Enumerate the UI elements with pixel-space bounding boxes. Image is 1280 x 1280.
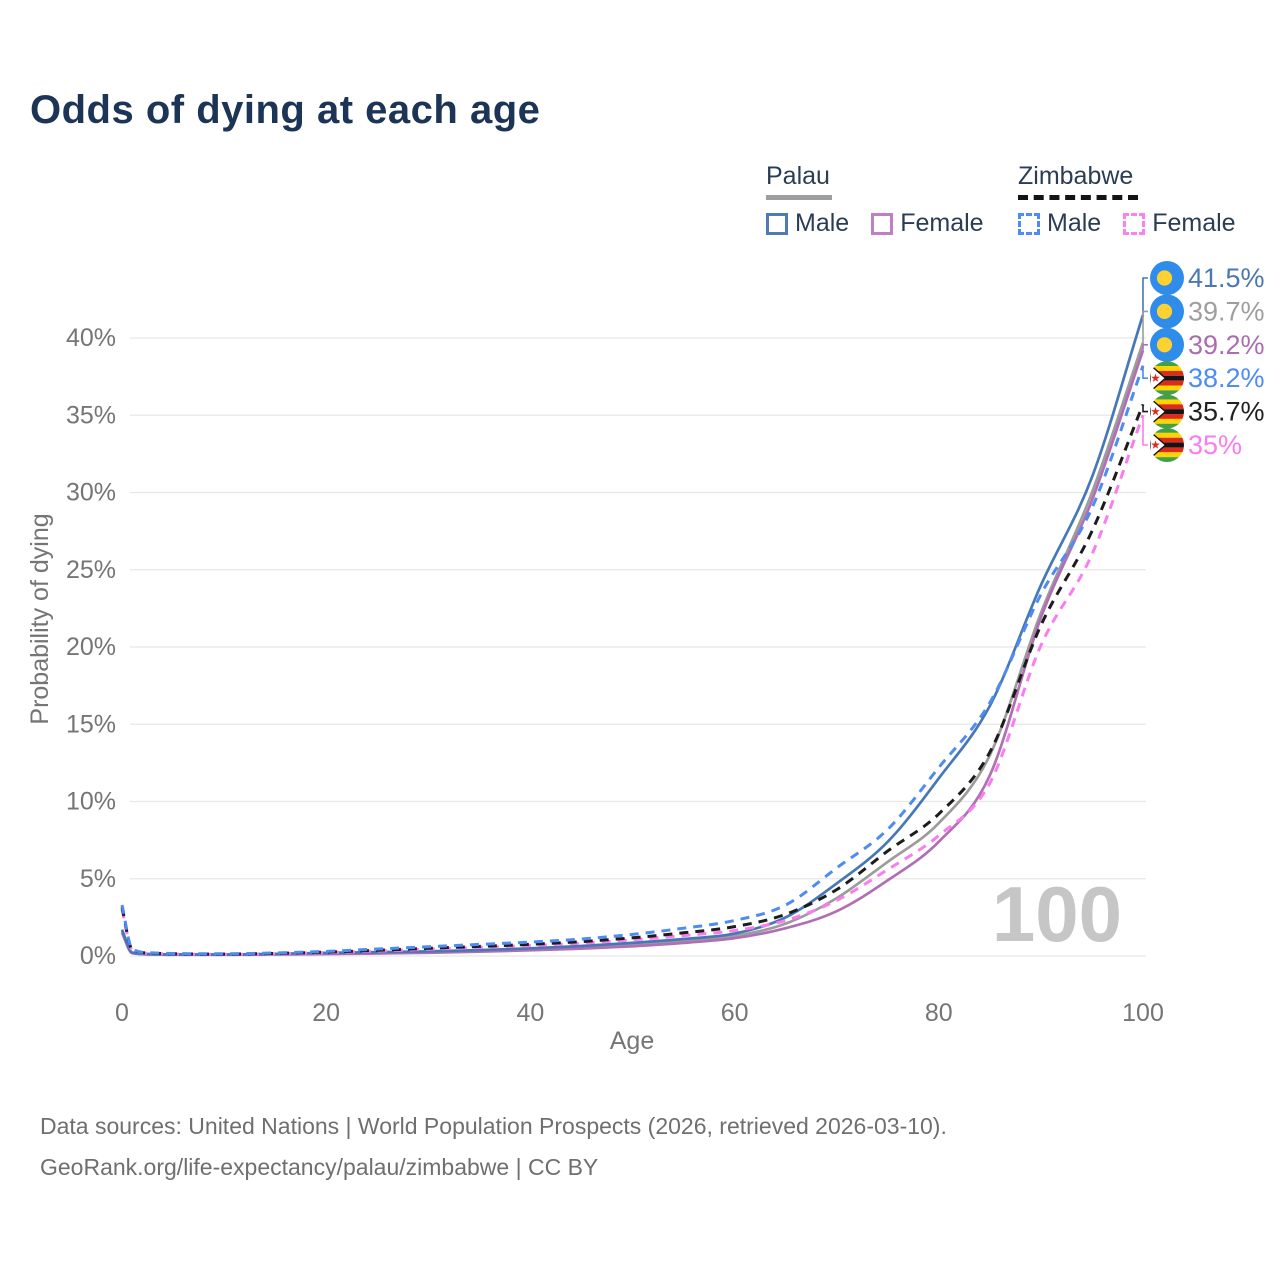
footer-attribution: GeoRank.org/life-expectancy/palau/zimbab… xyxy=(40,1154,599,1180)
legend-item-palau-male[interactable]: Male xyxy=(766,209,849,238)
zimbabwe-line-style-swatch xyxy=(1018,195,1138,200)
y-tick-label: 25% xyxy=(66,556,116,584)
end-label-connector xyxy=(1142,277,1148,315)
legend-group-palau: Palau Male Female xyxy=(766,162,1006,238)
x-tick-label: 80 xyxy=(925,999,953,1027)
line-zimbabwe-female[interactable] xyxy=(120,414,1145,956)
x-tick-label: 60 xyxy=(721,999,749,1027)
y-tick-label: 5% xyxy=(80,865,116,893)
y-axis-title: Probability of dying xyxy=(26,513,54,724)
end-value-labels: 41.5%39.7% 39.2%38.2% 35.7%35% xyxy=(1142,261,1265,462)
legend-palau-title[interactable]: Palau xyxy=(766,162,830,190)
palau-line-style-swatch xyxy=(766,195,832,200)
y-tick-label: 35% xyxy=(66,401,116,429)
axis-labels: 0% 5% 10% 15% 20% 25% 30% 35% 40% 0 20 40 60 80 100 Age… xyxy=(26,324,1164,1055)
palau-flag-icon xyxy=(1150,327,1184,362)
legend-group-zimbabwe: Zimbabwe Male Female xyxy=(1018,162,1258,238)
end-value-label-palau-female: 39.2% xyxy=(1188,330,1265,360)
end-value-label-zimbabwe-total: 35.7% xyxy=(1188,397,1265,427)
palau-flag-icon xyxy=(1150,261,1184,295)
y-tick-label: 15% xyxy=(66,710,116,738)
end-value-label-palau-male: 41.5% xyxy=(1188,263,1265,293)
end-label-connector xyxy=(1142,344,1148,351)
x-tick-label: 20 xyxy=(312,999,340,1027)
age-counter-watermark: 100 xyxy=(992,870,1122,958)
zimbabwe-male-label: Male xyxy=(1047,209,1102,237)
zimbabwe-female-label: Female xyxy=(1152,209,1236,237)
end-label-connector xyxy=(1142,365,1148,379)
palau-male-label: Male xyxy=(795,209,850,237)
zimbabwe-flag-icon xyxy=(1150,395,1184,429)
palau-male-checkbox-icon[interactable] xyxy=(766,212,788,235)
legend-item-zimbabwe-male[interactable]: Male xyxy=(1018,209,1101,238)
palau-flag-icon xyxy=(1150,294,1184,329)
footer-data-sources: Data sources: United Nations | World Pop… xyxy=(40,1113,947,1139)
palau-female-label: Female xyxy=(900,209,984,237)
end-value-label-zimbabwe-male: 38.2% xyxy=(1188,363,1265,393)
zimbabwe-flag-icon xyxy=(1150,395,1184,429)
zimbabwe-flag-icon xyxy=(1150,361,1184,395)
zimbabwe-flag-icon xyxy=(1150,428,1184,462)
x-axis-title: Age xyxy=(610,1027,654,1055)
legend-zimbabwe-title[interactable]: Zimbabwe xyxy=(1018,162,1134,190)
end-label-connector xyxy=(1142,310,1148,343)
line-palau-total[interactable] xyxy=(120,342,1145,956)
legend: Palau Male Female Zimbabwe Male Female xyxy=(0,162,1280,242)
line-palau-male[interactable] xyxy=(120,314,1145,956)
palau-flag-icon xyxy=(1150,294,1184,329)
page-title: Odds of dying at each age xyxy=(30,88,541,132)
zimbabwe-male-checkbox-icon[interactable] xyxy=(1018,212,1040,235)
y-tick-label: 0% xyxy=(80,942,116,970)
palau-female-checkbox-icon[interactable] xyxy=(871,212,894,235)
zimbabwe-flag-icon xyxy=(1150,428,1184,462)
y-tick-label: 40% xyxy=(66,324,116,352)
legend-item-zimbabwe-female[interactable]: Female xyxy=(1123,209,1236,238)
gridlines xyxy=(130,337,1146,957)
footer: Data sources: United Nations | World Pop… xyxy=(40,1106,947,1188)
palau-flag-icon xyxy=(1150,327,1184,362)
line-zimbabwe-total[interactable] xyxy=(120,403,1145,956)
y-tick-label: 30% xyxy=(66,479,116,507)
x-tick-label: 40 xyxy=(516,999,544,1027)
line-zimbabwe-male[interactable] xyxy=(120,365,1145,956)
zimbabwe-flag-icon xyxy=(1150,361,1184,395)
odds-of-dying-chart: 100 0% 5% 10% 15% 20% 25% 30% 35% 40% 0 20 40 60 80 10… xyxy=(26,261,1265,1055)
x-tick-label: 0 xyxy=(115,999,129,1027)
y-tick-label: 10% xyxy=(66,788,116,816)
zimbabwe-female-checkbox-icon[interactable] xyxy=(1123,212,1146,235)
legend-item-palau-female[interactable]: Female xyxy=(871,209,984,238)
end-value-label-zimbabwe-female: 35% xyxy=(1188,430,1242,460)
x-tick-label: 100 xyxy=(1122,999,1164,1027)
palau-flag-icon xyxy=(1150,261,1184,295)
end-label-connector xyxy=(1142,404,1148,413)
data-series-lines xyxy=(120,314,1145,957)
y-tick-label: 20% xyxy=(66,633,116,661)
end-label-connector xyxy=(1142,415,1148,446)
line-palau-female[interactable] xyxy=(120,349,1145,957)
age-watermark: 100 xyxy=(992,870,1122,958)
end-value-label-palau-total: 39.7% xyxy=(1188,296,1265,326)
